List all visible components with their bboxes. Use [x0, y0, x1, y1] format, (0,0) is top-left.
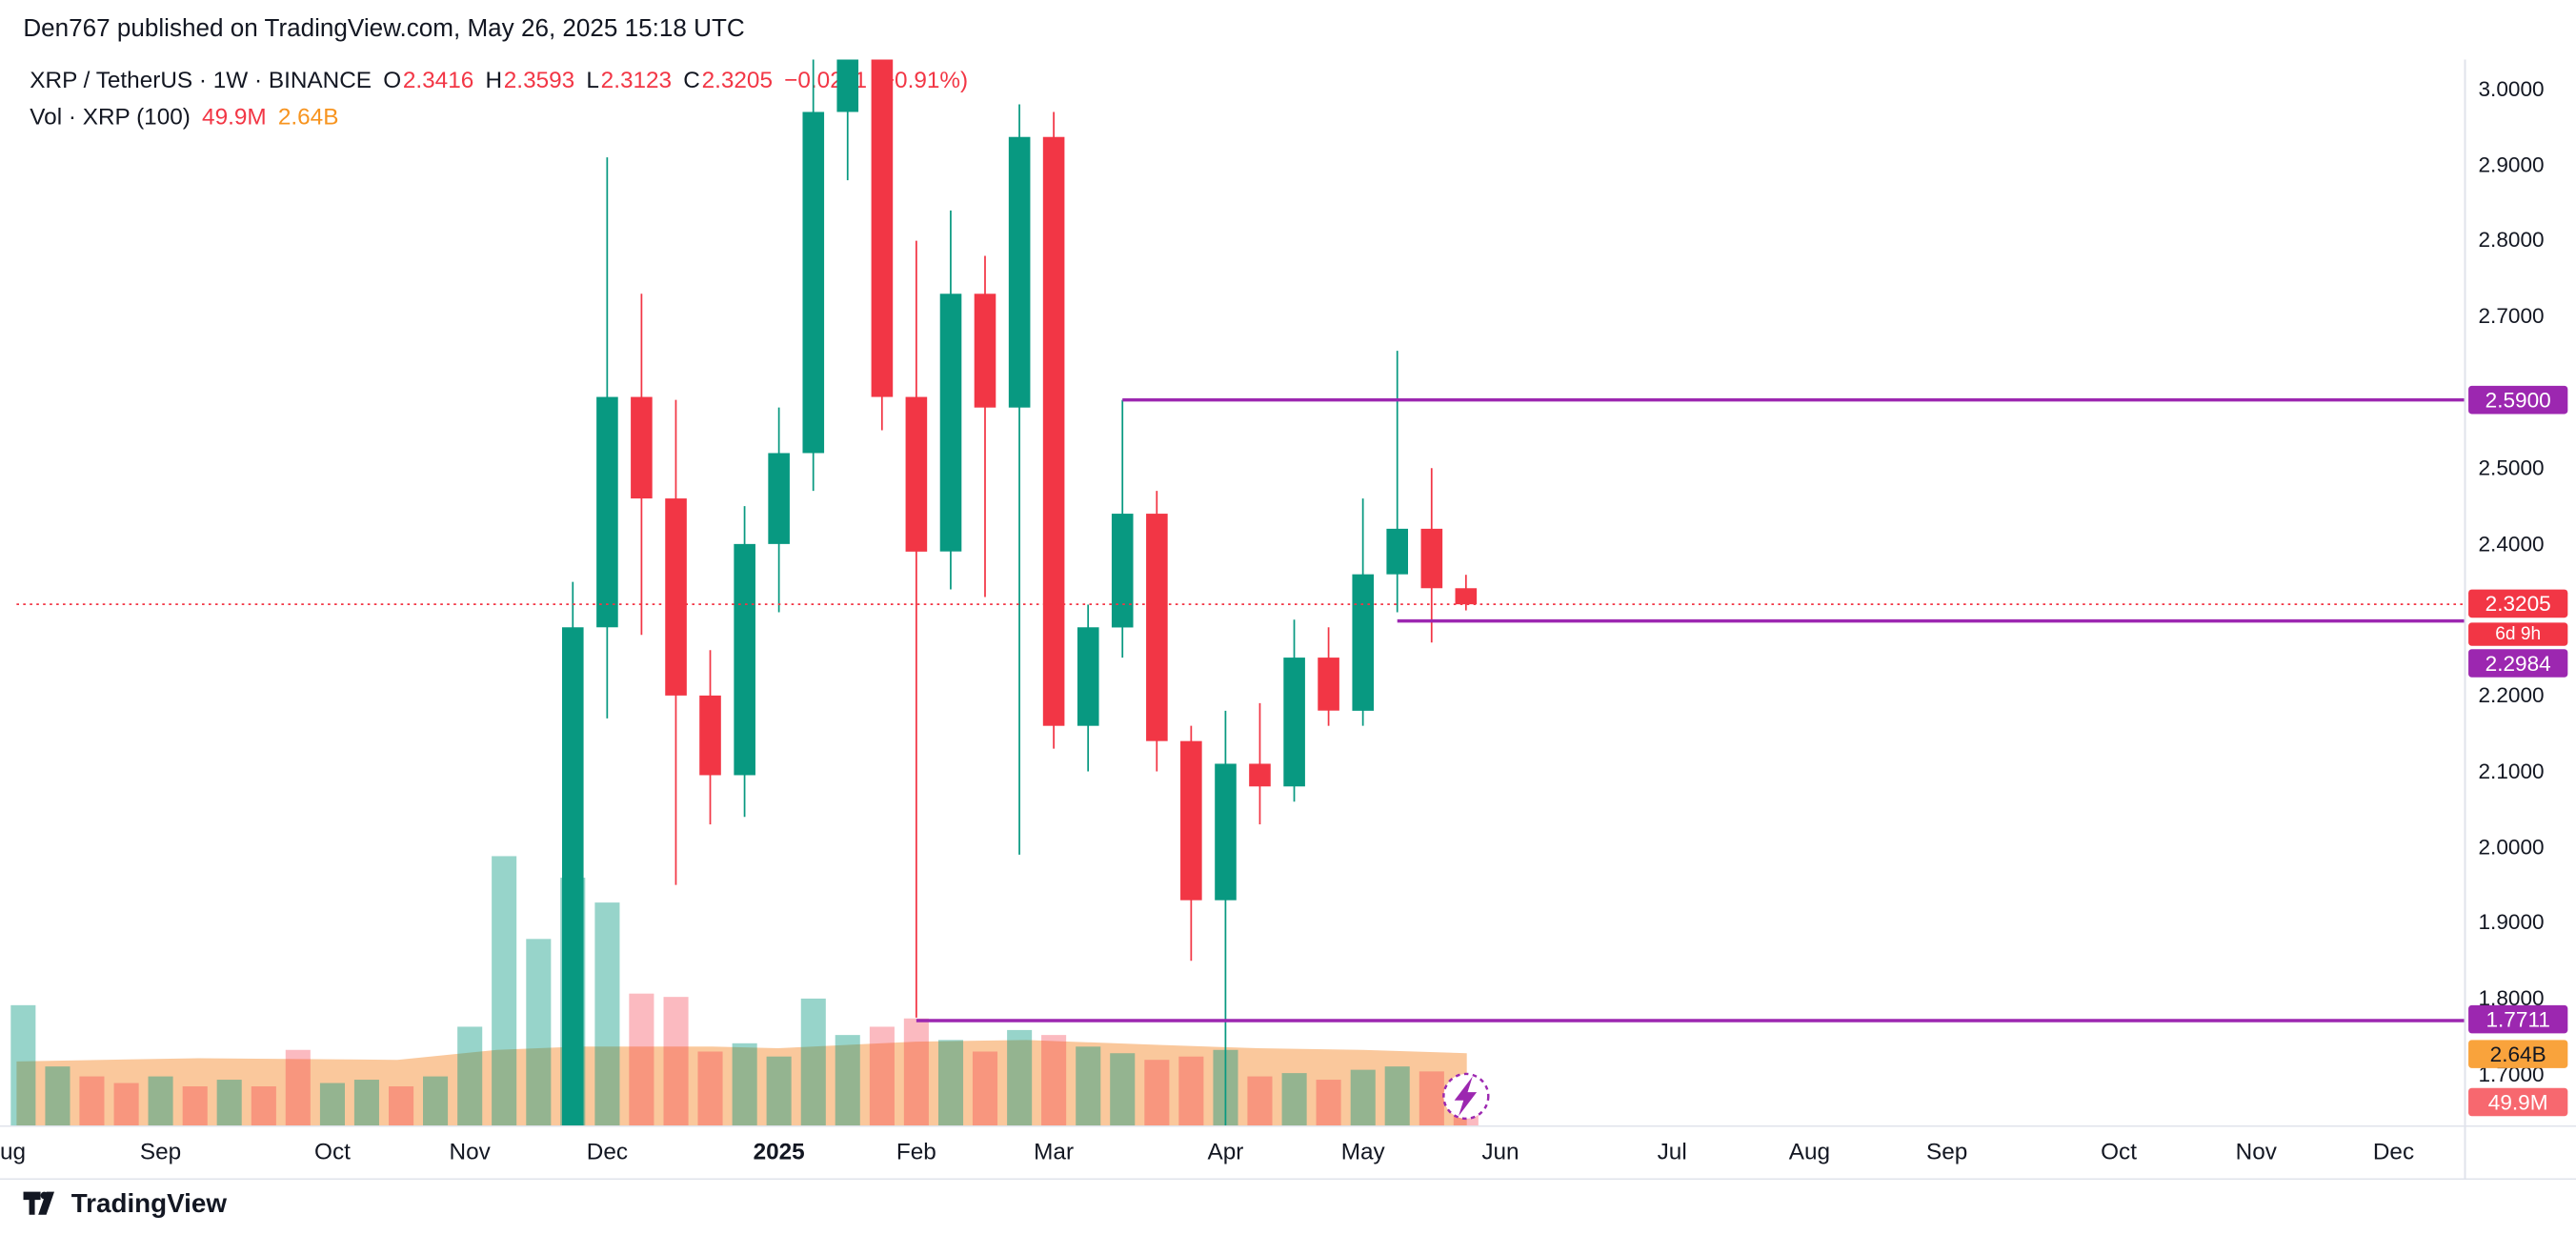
- price-level-badge: 1.7711: [2468, 1004, 2568, 1034]
- time-axis-label: Dec: [586, 1137, 629, 1164]
- price-tick-label: 2.9000: [2478, 152, 2545, 177]
- time-axis-label: Jul: [1657, 1137, 1687, 1164]
- volume-badge: 49.9M: [2468, 1087, 2568, 1117]
- time-axis-label: Sep: [1925, 1137, 1968, 1164]
- time-axis-label: Jun: [1481, 1137, 1519, 1164]
- tradingview-logo-icon[interactable]: [23, 1190, 57, 1220]
- time-axis-label: Oct: [314, 1137, 351, 1164]
- time-axis-label: Apr: [1207, 1137, 1244, 1164]
- ohlc-low: L 2.3123: [586, 66, 673, 93]
- bar-countdown-badge: 6d 9h: [2468, 622, 2568, 646]
- ohlc-high: H 2.3593: [485, 66, 575, 93]
- time-axis-label: Mar: [1034, 1137, 1075, 1164]
- ohlc-close: C 2.3205: [683, 66, 774, 93]
- time-axis-label: Dec: [2372, 1137, 2415, 1164]
- axis-separators: [0, 59, 2576, 1181]
- price-tick-label: 2.2000: [2478, 681, 2545, 708]
- volume-legend-row[interactable]: Vol · XRP (100) 49.9M 2.64B: [30, 103, 979, 139]
- footer: TradingView: [23, 1190, 227, 1220]
- time-axis-label: 2025: [753, 1137, 805, 1164]
- price-tick-label: 2.5000: [2478, 455, 2545, 480]
- price-level-badge: 2.5900: [2468, 385, 2568, 415]
- time-axis-label: Aug: [1788, 1137, 1831, 1164]
- volume-ma-badge: 2.64B: [2468, 1040, 2568, 1068]
- volume-ma-value: 2.64B: [277, 102, 339, 130]
- price-tick-label: 2.4000: [2478, 530, 2545, 557]
- price-level-badge: 2.2984: [2468, 649, 2568, 678]
- time-axis-label: ug: [0, 1137, 27, 1164]
- time-axis-label: Feb: [896, 1137, 936, 1164]
- time-axis-label: May: [1340, 1137, 1385, 1164]
- current-price-badge: 2.3205: [2468, 589, 2568, 618]
- time-axis-label: Nov: [2235, 1137, 2277, 1164]
- ohlc-open: O 2.3416: [383, 66, 474, 93]
- volume-series: [10, 856, 1479, 1126]
- price-axis[interactable]: 3.0000 2.9000 2.8000 2.7000 2.5000 2.4000 2.20…: [2465, 60, 2576, 1180]
- volume-ma-area: [16, 1040, 1467, 1126]
- price-tick-label: 2.0000: [2478, 834, 2545, 860]
- price-tick-label: 2.8000: [2478, 227, 2545, 253]
- volume-value: 49.9M: [202, 102, 267, 130]
- time-axis-label: Nov: [449, 1137, 491, 1164]
- time-axis-label: Sep: [139, 1137, 182, 1164]
- tradingview-brand[interactable]: TradingView: [70, 1190, 227, 1220]
- volume-title: Vol · XRP (100): [30, 102, 191, 130]
- price-tick-label: 3.0000: [2478, 75, 2545, 101]
- price-tick-label: 2.7000: [2478, 303, 2545, 329]
- candlestick-series[interactable]: [561, 0, 1478, 1235]
- time-axis-label: Oct: [2101, 1137, 2137, 1164]
- publish-info: Den767 published on TradingView.com, May…: [23, 14, 745, 44]
- price-tick-label: 2.1000: [2478, 758, 2545, 783]
- lightning-icon[interactable]: [1442, 1072, 1490, 1121]
- time-axis[interactable]: ug Sep Oct Nov Dec 2025 Feb Mar Apr May Jun Jul Aug S…: [0, 1126, 2465, 1180]
- symbol-title: XRP / TetherUS · 1W · BINANCE: [30, 66, 372, 93]
- price-tick-label: 1.9000: [2478, 909, 2545, 935]
